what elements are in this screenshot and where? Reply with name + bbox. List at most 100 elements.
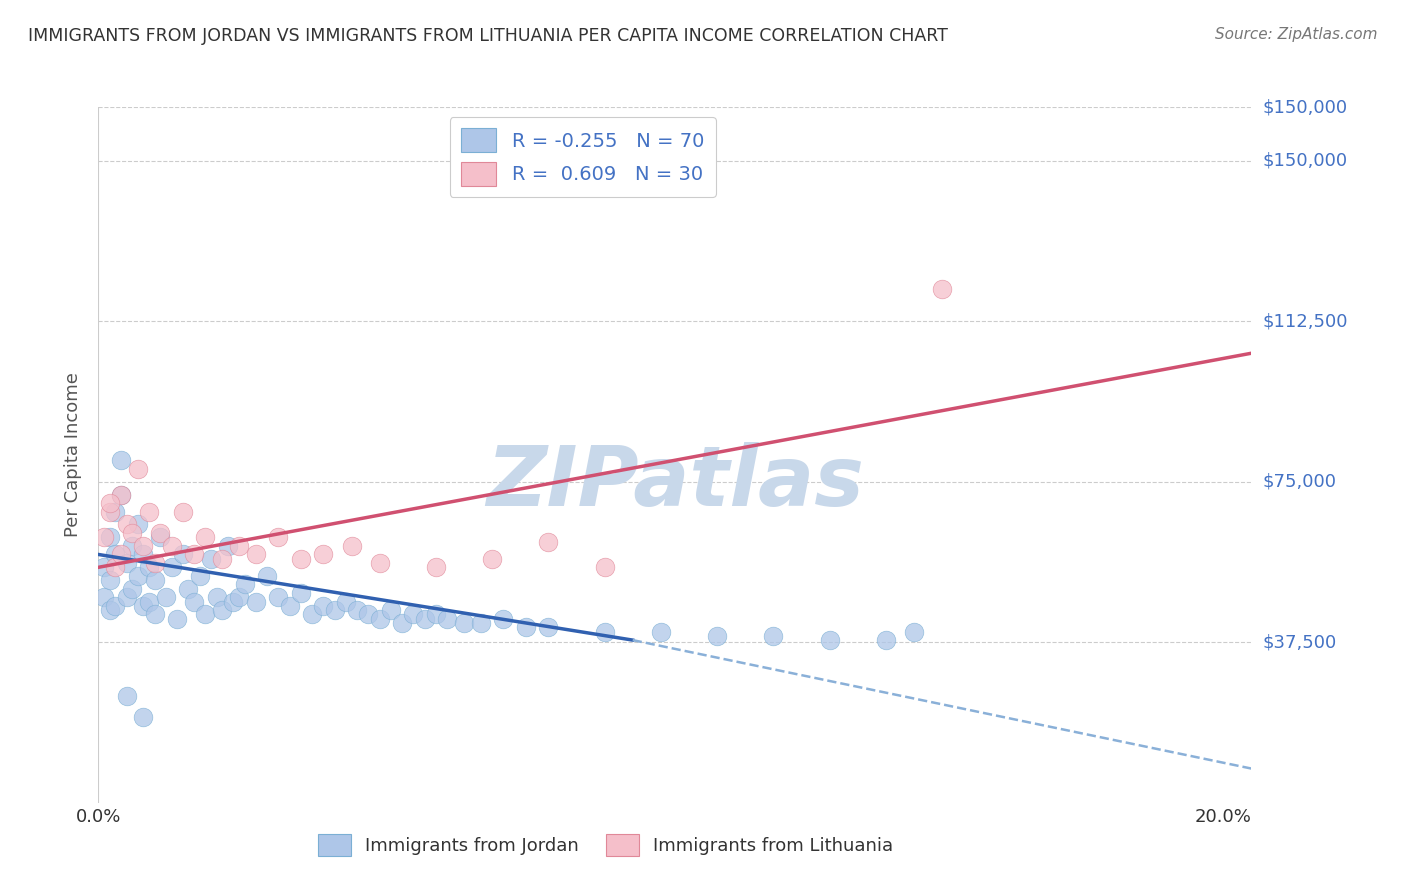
Point [127, 569, 149, 583]
Point [205, 591, 228, 605]
Point [166, 612, 188, 626]
Point [515, 620, 537, 634]
Point [127, 462, 149, 476]
Point [706, 629, 728, 643]
Text: $75,000: $75,000 [1263, 473, 1337, 491]
Point [650, 624, 672, 639]
Point [290, 586, 312, 600]
Point [762, 629, 785, 643]
Point [132, 548, 155, 562]
Point [172, 548, 194, 562]
Point [537, 620, 560, 634]
Point [149, 526, 172, 541]
Point [183, 594, 205, 608]
Point [267, 530, 290, 544]
Point [593, 560, 616, 574]
Point [121, 526, 143, 541]
Point [368, 612, 391, 626]
Point [143, 607, 166, 622]
Point [93, 591, 115, 605]
Point [149, 530, 172, 544]
Text: IMMIGRANTS FROM JORDAN VS IMMIGRANTS FROM LITHUANIA PER CAPITA INCOME CORRELATIO: IMMIGRANTS FROM JORDAN VS IMMIGRANTS FRO… [28, 27, 948, 45]
Point [492, 612, 515, 626]
Point [425, 560, 447, 574]
Point [121, 539, 143, 553]
Point [194, 530, 217, 544]
Point [155, 591, 177, 605]
Point [312, 599, 335, 613]
Point [228, 539, 250, 553]
Point [183, 548, 205, 562]
Text: Source: ZipAtlas.com: Source: ZipAtlas.com [1215, 27, 1378, 42]
Text: ZIPatlas: ZIPatlas [486, 442, 863, 524]
Point [194, 607, 217, 622]
Point [143, 556, 166, 570]
Point [323, 603, 346, 617]
Point [537, 534, 560, 549]
Point [380, 603, 402, 617]
Point [256, 569, 278, 583]
Point [278, 599, 301, 613]
Point [245, 548, 267, 562]
Point [340, 539, 363, 553]
Point [143, 573, 166, 587]
Point [301, 607, 323, 622]
Point [132, 710, 155, 724]
Point [98, 530, 121, 544]
Point [160, 560, 183, 574]
Point [211, 603, 233, 617]
Point [104, 560, 127, 574]
Point [188, 569, 211, 583]
Point [436, 612, 458, 626]
Point [132, 539, 155, 553]
Point [115, 517, 138, 532]
Point [222, 594, 245, 608]
Point [110, 453, 132, 467]
Point [391, 615, 413, 630]
Point [110, 548, 132, 562]
Point [453, 615, 475, 630]
Point [245, 594, 267, 608]
Point [98, 573, 121, 587]
Point [200, 551, 222, 566]
Point [160, 539, 183, 553]
Point [335, 594, 357, 608]
Point [931, 282, 953, 296]
Point [346, 603, 368, 617]
Point [93, 560, 115, 574]
Point [115, 689, 138, 703]
Point [115, 591, 138, 605]
Point [138, 505, 160, 519]
Point [217, 539, 239, 553]
Legend: Immigrants from Jordan, Immigrants from Lithuania: Immigrants from Jordan, Immigrants from … [311, 827, 900, 863]
Point [470, 615, 492, 630]
Point [110, 487, 132, 501]
Point [138, 594, 160, 608]
Text: $37,500: $37,500 [1263, 633, 1337, 651]
Point [172, 505, 194, 519]
Y-axis label: Per Capita Income: Per Capita Income [65, 373, 83, 537]
Point [104, 505, 127, 519]
Point [267, 591, 290, 605]
Point [357, 607, 380, 622]
Point [593, 624, 616, 639]
Text: $150,000: $150,000 [1263, 152, 1347, 169]
Point [104, 599, 127, 613]
Point [138, 560, 160, 574]
Point [127, 517, 149, 532]
Point [104, 548, 127, 562]
Point [233, 577, 256, 591]
Point [121, 582, 143, 596]
Point [110, 487, 132, 501]
Point [818, 633, 841, 648]
Point [177, 582, 200, 596]
Text: $112,500: $112,500 [1263, 312, 1348, 330]
Point [481, 551, 503, 566]
Point [211, 551, 233, 566]
Point [875, 633, 897, 648]
Point [903, 624, 925, 639]
Point [98, 505, 121, 519]
Point [368, 556, 391, 570]
Point [115, 556, 138, 570]
Point [425, 607, 447, 622]
